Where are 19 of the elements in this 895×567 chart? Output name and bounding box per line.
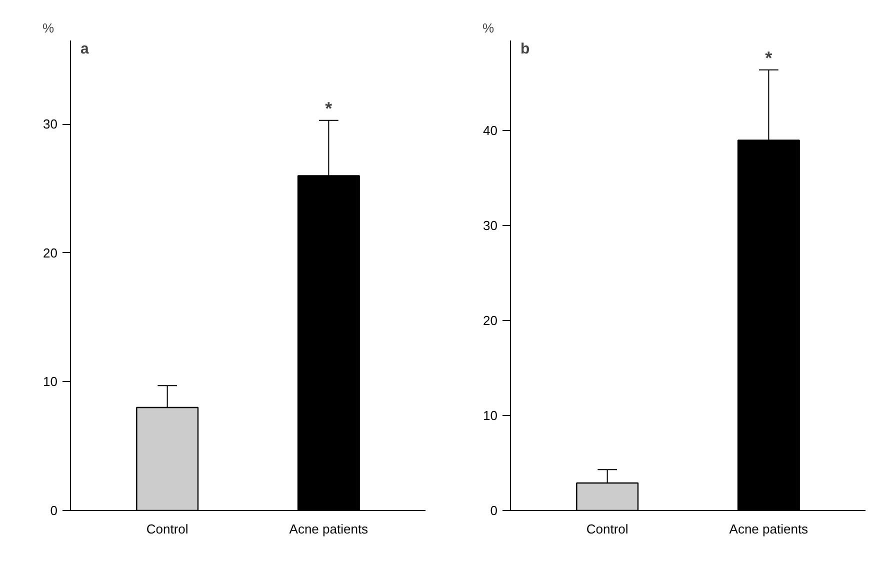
y-tick-label: 0 xyxy=(490,503,498,518)
y-tick-label: 30 xyxy=(43,116,58,132)
y-axis-title: % xyxy=(482,20,494,36)
y-tick-label: 10 xyxy=(43,374,58,390)
x-tick-label: Control xyxy=(586,522,628,536)
annotation: * xyxy=(765,48,772,68)
y-tick-label: 0 xyxy=(50,503,58,518)
annotation: * xyxy=(325,98,332,118)
x-tick-label: Acne patients xyxy=(289,522,369,536)
y-tick-label: 20 xyxy=(483,313,498,328)
x-tick-label: Control xyxy=(146,522,188,536)
y-tick-label: 30 xyxy=(483,218,498,234)
x-tick-label: Acne patients xyxy=(729,522,809,536)
chart-title: a xyxy=(80,40,90,58)
y-tick-label: 10 xyxy=(483,408,498,424)
y-tick-label: 20 xyxy=(43,245,58,260)
chart-title: b xyxy=(520,40,530,58)
y-axis-title: % xyxy=(42,20,54,36)
y-tick-label: 40 xyxy=(483,123,498,138)
